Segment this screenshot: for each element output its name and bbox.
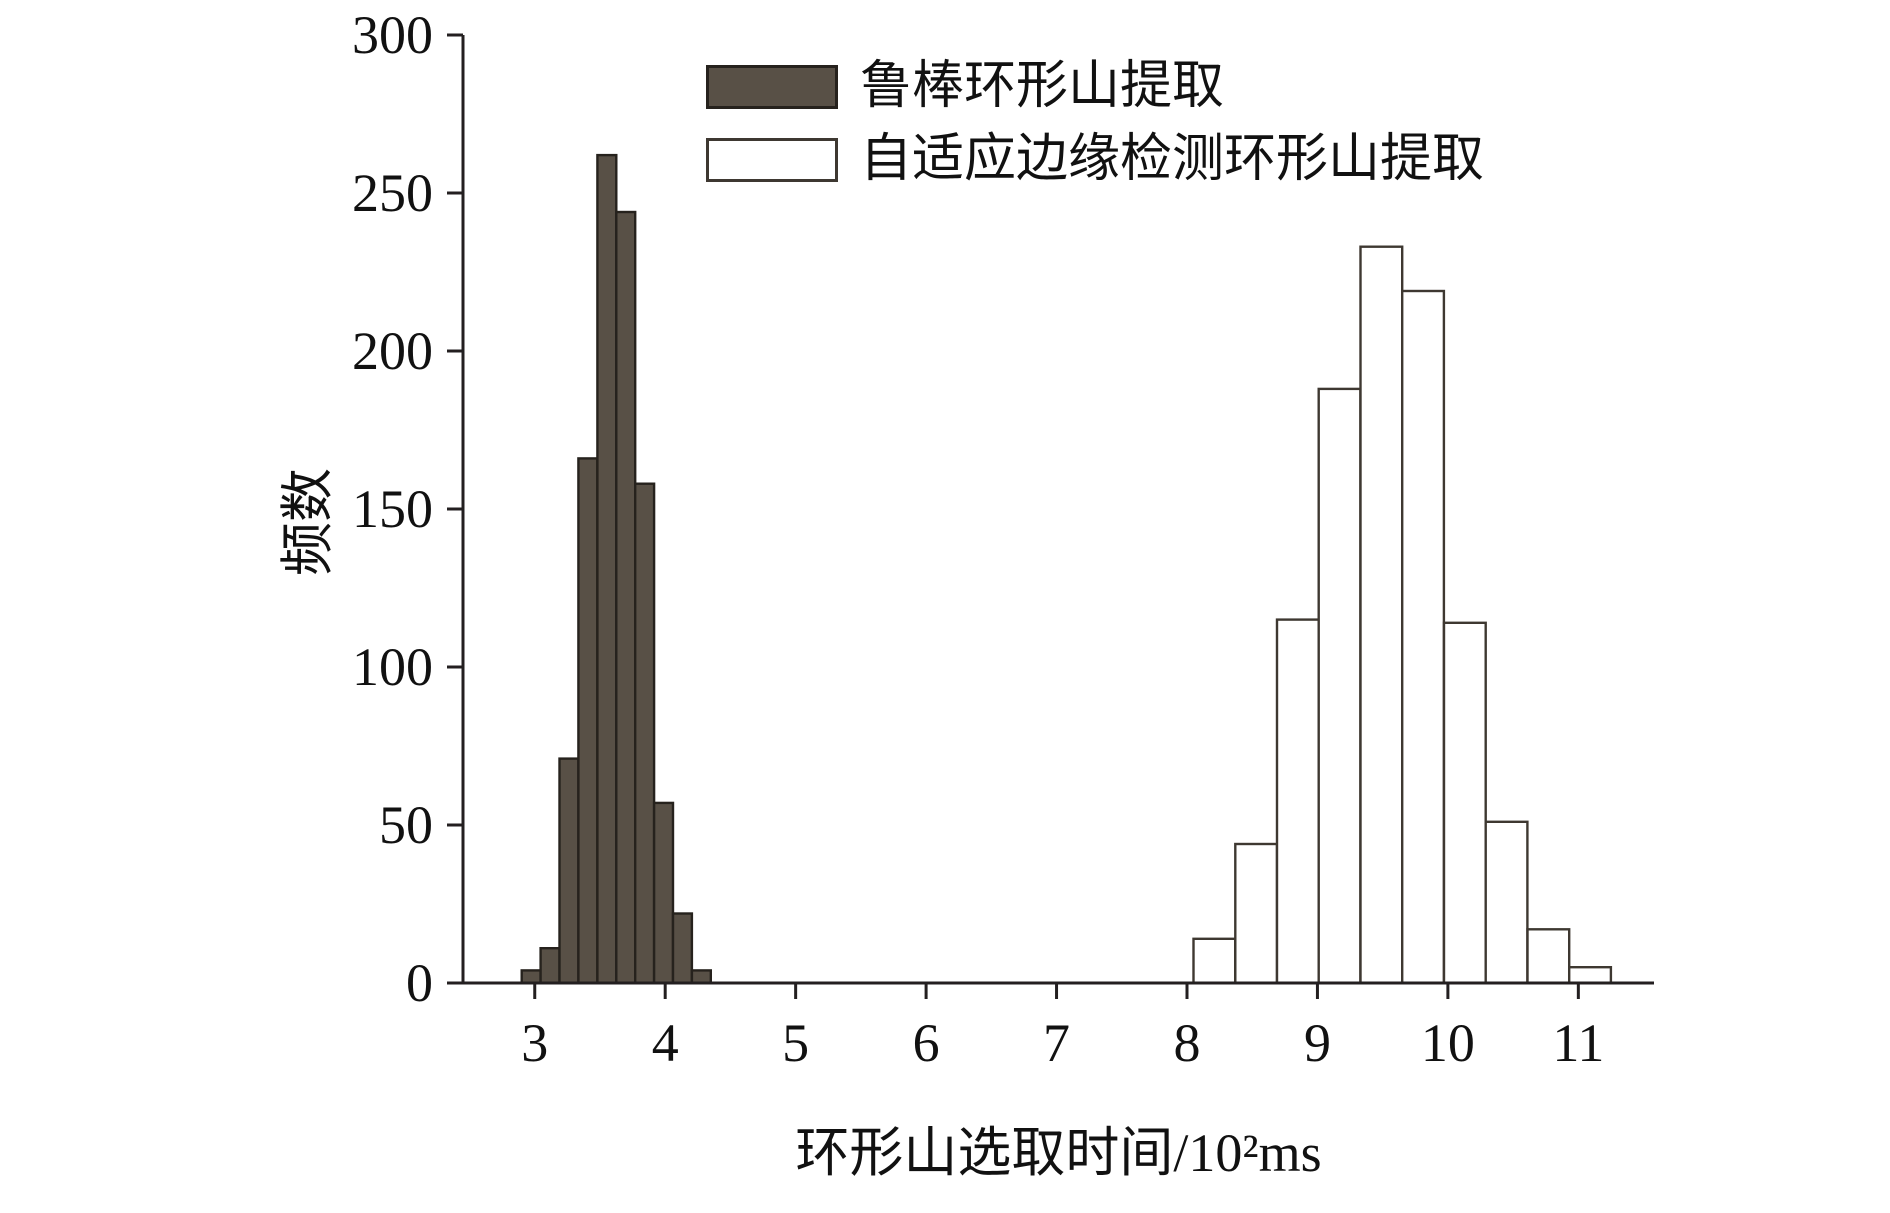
x-tick-label: 10 [1421, 1013, 1475, 1073]
hist-bar-robust [596, 153, 618, 985]
hist-bar-robust [539, 947, 561, 985]
x-tick-label: 4 [652, 1013, 679, 1073]
y-tick-label: 300 [352, 5, 433, 65]
legend-swatch-robust [706, 64, 838, 109]
legend-item-robust: 鲁棒环形山提取 [706, 58, 1484, 115]
hist-bar-robust [690, 969, 713, 985]
x-tick-label: 5 [782, 1013, 809, 1073]
x-axis-title: 环形山选取时间/10²ms [795, 1123, 1322, 1183]
legend-item-adaptive: 自适应边缘检测环形山提取 [706, 131, 1484, 188]
hist-bar-adaptive [1484, 820, 1529, 985]
hist-bar-robust [615, 210, 637, 985]
hist-bar-adaptive [1442, 621, 1487, 985]
hist-bar-adaptive [1400, 289, 1446, 985]
legend-swatch-adaptive [706, 137, 838, 182]
hist-bar-robust [520, 969, 542, 985]
hist-bar-adaptive [1275, 618, 1320, 985]
y-tick-label: 0 [406, 953, 433, 1013]
hist-bar-robust [652, 801, 675, 985]
x-tick-label: 9 [1304, 1013, 1331, 1073]
hist-bar-robust [558, 757, 580, 985]
hist-bar-robust [634, 482, 656, 985]
y-tick-label: 100 [352, 637, 433, 697]
hist-bar-adaptive [1567, 966, 1613, 985]
hist-bar-adaptive [1526, 928, 1571, 985]
y-axis-title: 频数 [278, 468, 338, 576]
y-tick-label: 250 [352, 163, 433, 223]
legend-label-robust: 鲁棒环形山提取 [860, 58, 1225, 115]
legend: 鲁棒环形山提取 自适应边缘检测环形山提取 [706, 58, 1484, 188]
hist-bar-adaptive [1192, 937, 1237, 985]
hist-bar-adaptive [1234, 842, 1279, 985]
x-tick-label: 11 [1552, 1013, 1604, 1073]
hist-bar-robust [577, 457, 599, 985]
y-tick-label: 200 [352, 321, 433, 381]
legend-label-adaptive: 自适应边缘检测环形山提取 [860, 131, 1485, 189]
x-tick-label: 6 [913, 1013, 940, 1073]
hist-bar-robust [671, 912, 694, 985]
hist-bar-adaptive [1317, 387, 1362, 985]
y-tick-label: 50 [379, 795, 433, 855]
x-tick-label: 8 [1173, 1013, 1200, 1073]
x-tick-label: 3 [521, 1013, 548, 1073]
y-tick-label: 150 [352, 479, 433, 539]
x-tick-label: 7 [1043, 1013, 1070, 1073]
hist-bar-adaptive [1359, 245, 1404, 985]
